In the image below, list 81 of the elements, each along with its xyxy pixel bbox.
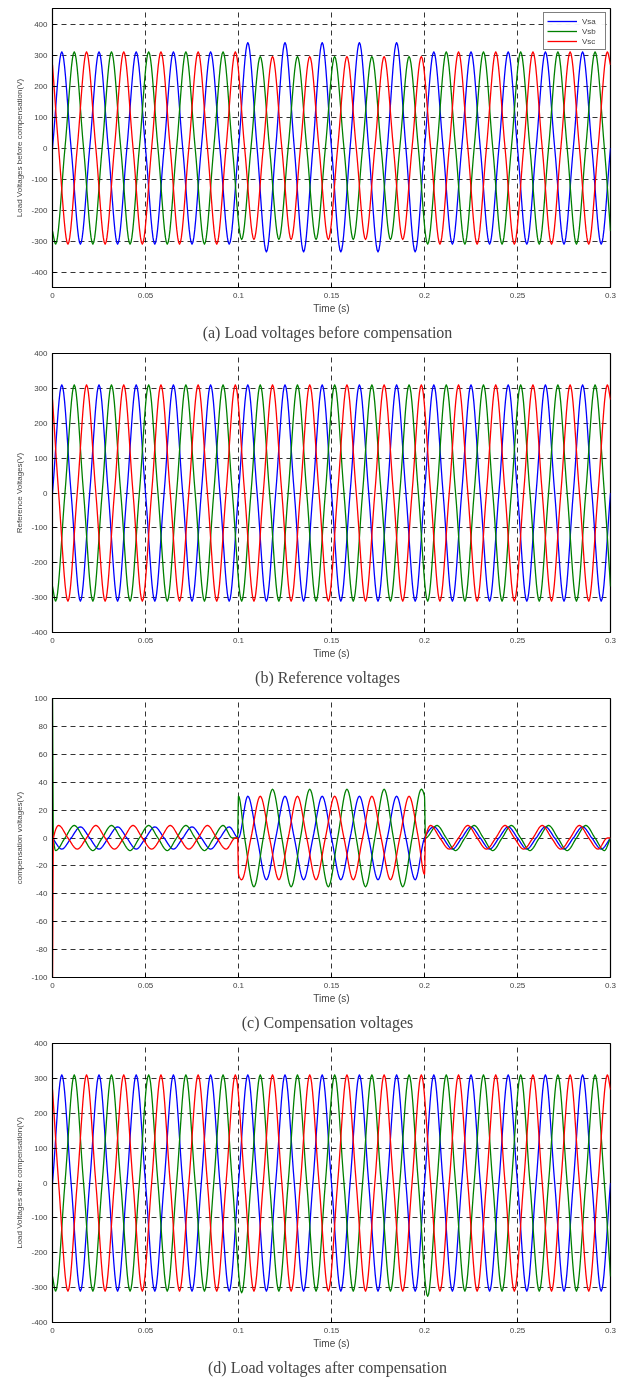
y-tick-label: -100 bbox=[31, 174, 49, 184]
x-tick-label: 0.3 bbox=[604, 1325, 617, 1335]
y-tick-label: -100 bbox=[31, 523, 49, 533]
legend-label: Vsa bbox=[582, 16, 597, 26]
legend-label: Vsc bbox=[582, 36, 597, 46]
x-tick-label: 0.1 bbox=[232, 290, 245, 300]
x-tick-label: 0 bbox=[50, 1325, 56, 1335]
y-tick-label: 20 bbox=[38, 805, 49, 815]
x-tick-label: 0.1 bbox=[232, 1325, 245, 1335]
y-tick-label: 300 bbox=[34, 1073, 49, 1083]
y-tick-label: -20 bbox=[35, 861, 49, 871]
y-tick-label: -300 bbox=[31, 236, 49, 246]
y-tick-label: 80 bbox=[38, 721, 49, 731]
x-tick-label: 0.1 bbox=[232, 980, 245, 990]
x-tick-label: 0.2 bbox=[418, 1325, 431, 1335]
y-axis-title: Load Voltages before compensation(V) bbox=[15, 78, 25, 218]
text: (d) Load voltages after compensation bbox=[207, 1358, 448, 1377]
legend-label: Vsb bbox=[582, 26, 597, 36]
y-tick-label: -60 bbox=[35, 917, 49, 927]
x-tick-label: 0.05 bbox=[137, 980, 154, 990]
text: (a) Load voltages before compensation bbox=[202, 323, 453, 342]
y-tick-label: -80 bbox=[35, 945, 49, 955]
y-tick-label: 60 bbox=[38, 749, 49, 759]
y-tick-label: 40 bbox=[38, 777, 49, 787]
x-tick-label: 0.05 bbox=[137, 635, 154, 645]
x-tick-label: 0.05 bbox=[137, 290, 154, 300]
x-tick-label: 0.25 bbox=[509, 635, 526, 645]
x-tick-label: 0.15 bbox=[323, 980, 340, 990]
x-tick-label: 0 bbox=[50, 635, 56, 645]
text: (b) Reference voltages bbox=[255, 668, 400, 687]
y-tick-label: 0 bbox=[43, 833, 49, 843]
y-tick-label: -400 bbox=[31, 628, 49, 637]
y-tick-label: 200 bbox=[34, 418, 49, 428]
y-tick-label: -400 bbox=[31, 267, 49, 277]
x-tick-label: 0.3 bbox=[604, 290, 617, 300]
x-tick-label: 0.1 bbox=[232, 635, 245, 645]
y-tick-label: -300 bbox=[31, 593, 49, 603]
x-tick-label: 0.25 bbox=[509, 290, 526, 300]
y-tick-label: 200 bbox=[34, 1108, 49, 1118]
y-tick-label: 300 bbox=[34, 383, 49, 393]
y-tick-label: -200 bbox=[31, 558, 49, 568]
y-tick-label: -200 bbox=[31, 205, 49, 215]
y-tick-label: -40 bbox=[35, 889, 49, 899]
y-tick-label: -100 bbox=[31, 1213, 49, 1223]
y-tick-label: 400 bbox=[34, 349, 49, 358]
y-tick-label: 200 bbox=[34, 81, 49, 91]
x-tick-label: 0.05 bbox=[137, 1325, 154, 1335]
x-tick-label: 0.2 bbox=[418, 290, 431, 300]
text: (c) Compensation voltages bbox=[241, 1013, 414, 1032]
x-tick-label: 0 bbox=[50, 290, 56, 300]
x-tick-label: 0.2 bbox=[418, 980, 431, 990]
x-tick-label: 0.15 bbox=[323, 1325, 340, 1335]
x-tick-label: 0.15 bbox=[323, 290, 340, 300]
x-tick-label: 0.15 bbox=[323, 635, 340, 645]
y-tick-label: -300 bbox=[31, 1283, 49, 1293]
y-tick-label: 0 bbox=[43, 488, 49, 498]
x-axis-title: Time (s) bbox=[313, 992, 350, 1004]
x-axis-title: Time (s) bbox=[313, 647, 350, 659]
y-axis-title: Load Voltages after compensation(V) bbox=[15, 1116, 25, 1249]
x-tick-label: 0.2 bbox=[418, 635, 431, 645]
y-tick-label: 100 bbox=[34, 1143, 49, 1153]
y-tick-label: -200 bbox=[31, 1248, 49, 1258]
x-tick-label: 0.3 bbox=[604, 980, 617, 990]
y-tick-label: 400 bbox=[34, 19, 49, 29]
y-axis-title: Reference Voltages(V) bbox=[15, 452, 25, 534]
x-tick-label: 0.3 bbox=[604, 635, 617, 645]
y-tick-label: 100 bbox=[34, 112, 49, 122]
y-tick-label: 300 bbox=[34, 50, 49, 60]
y-tick-label: 100 bbox=[34, 694, 49, 703]
y-tick-label: -400 bbox=[31, 1318, 49, 1327]
y-tick-label: 0 bbox=[43, 143, 49, 153]
x-tick-label: 0.25 bbox=[509, 1325, 526, 1335]
x-tick-label: 0 bbox=[50, 980, 56, 990]
y-tick-label: 100 bbox=[34, 453, 49, 463]
x-axis-title: Time (s) bbox=[313, 302, 350, 314]
x-axis-title: Time (s) bbox=[313, 1337, 350, 1349]
y-axis-title: compensation voltages(V) bbox=[15, 791, 25, 885]
x-tick-label: 0.25 bbox=[509, 980, 526, 990]
y-tick-label: 400 bbox=[34, 1039, 49, 1048]
y-tick-label: -100 bbox=[31, 973, 49, 982]
y-tick-label: 0 bbox=[43, 1178, 49, 1188]
